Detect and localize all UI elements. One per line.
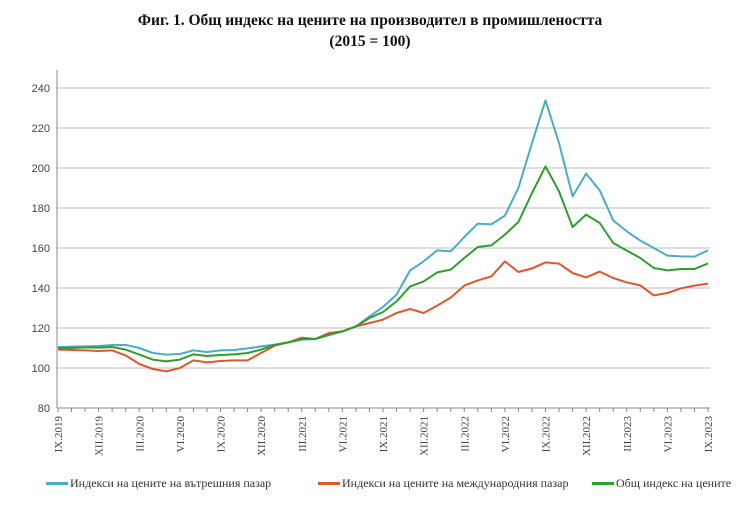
x-tick-label: XII.2022 [581, 416, 593, 456]
series-line-total [58, 165, 709, 363]
y-tick-label: 200 [32, 163, 50, 175]
y-tick-label: 80 [38, 403, 50, 415]
y-tick-label: 120 [32, 323, 50, 335]
chart-title-line-1: Фиг. 1. Общ индекс на цените на производ… [137, 12, 603, 29]
legend-label-total: Общ индекс на цените [616, 476, 732, 490]
legend-swatch-total [592, 482, 614, 485]
y-tick-label: 160 [32, 243, 50, 255]
legend-item-total: Общ индекс на цените [592, 476, 731, 491]
x-tick-label: VI.2020 [175, 416, 187, 453]
y-tick-label: 100 [32, 363, 50, 375]
x-tick-label: XII.2021 [419, 416, 431, 456]
x-tick-label: IX.2020 [216, 416, 228, 453]
x-tick-label: VI.2021 [337, 416, 349, 452]
legend-label-international: Индекси на цените на международния пазар [342, 476, 569, 490]
x-tick-label: III.2020 [134, 416, 146, 452]
legend-item-international: Индекси на цените на международния пазар [318, 476, 568, 491]
x-tick-label: XII.2020 [256, 416, 268, 457]
legend-swatch-domestic [46, 482, 68, 485]
y-tick-label: 240 [32, 83, 50, 95]
legend-swatch-international [318, 482, 340, 485]
x-tick-label: IX.2022 [541, 416, 553, 452]
x-tick-label: IX.2021 [378, 416, 390, 452]
x-tick-label: III.2022 [459, 416, 471, 452]
chart-title-line-2: (2015 = 100) [329, 33, 411, 50]
x-tick-label: III.2021 [297, 416, 309, 452]
x-tick-label: VI.2022 [500, 416, 512, 452]
x-tick-label: IX.2019 [53, 416, 65, 453]
x-tick-label: XII.2019 [94, 416, 106, 457]
legend-label-domestic: Индекси на цените на вътрешния пазар [70, 476, 272, 490]
y-tick-label: 220 [32, 123, 50, 135]
legend-item-domestic: Индекси на цените на вътрешния пазар [46, 476, 271, 491]
y-tick-label: 140 [32, 283, 50, 295]
series-line-domestic [57, 99, 709, 356]
series-line-international [57, 260, 709, 373]
x-tick-label: IX.2023 [703, 416, 715, 453]
x-tick-label: III.2023 [622, 416, 634, 452]
y-tick-label: 180 [32, 203, 50, 215]
x-tick-label: VI.2023 [662, 416, 674, 453]
